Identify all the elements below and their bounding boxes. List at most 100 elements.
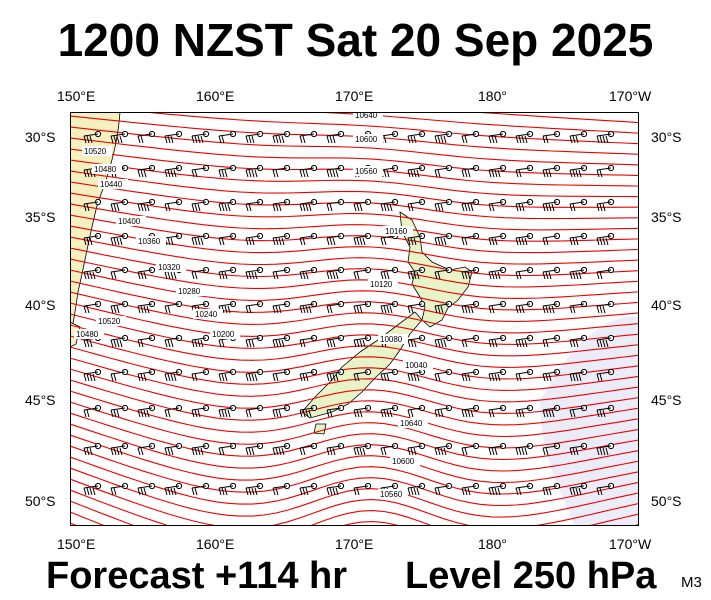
wind-barb — [164, 404, 183, 418]
wind-barb — [191, 334, 210, 348]
contour-label: 10360 — [136, 236, 166, 246]
contour-label: 10560 — [378, 489, 408, 499]
wind-barb — [380, 164, 399, 178]
wind-barb — [407, 198, 426, 212]
wind-barb — [353, 266, 372, 280]
contour-label: 10080 — [378, 334, 408, 344]
wind-barb — [272, 482, 291, 496]
wind-barb — [110, 130, 129, 144]
wind-barb — [191, 442, 210, 456]
wind-barb — [326, 442, 345, 456]
contour-label: 10480 — [92, 164, 122, 174]
contour-line — [137, 112, 639, 145]
wind-barb — [515, 482, 534, 496]
wind-barb — [461, 232, 480, 246]
wind-barb — [407, 130, 426, 144]
wind-barb — [164, 368, 183, 382]
wind-barb — [137, 130, 156, 144]
wind-barb — [110, 198, 129, 212]
wind-barb — [83, 130, 102, 144]
contour-line — [70, 368, 639, 414]
wind-barb — [245, 482, 264, 496]
lat-tick-left-45s: 45°S — [25, 392, 56, 408]
wind-barb — [137, 404, 156, 418]
contour-line — [70, 258, 639, 299]
wind-barb — [569, 266, 588, 280]
wind-barb — [542, 368, 561, 382]
wind-barb — [515, 334, 534, 348]
lon-tick-top-160e: 160°E — [196, 88, 235, 104]
wind-barb — [461, 334, 480, 348]
wind-barb — [218, 266, 237, 280]
wind-barb — [380, 368, 399, 382]
contour-line — [467, 112, 639, 124]
wind-barb — [353, 482, 372, 496]
map-canvas[interactable]: 10640 10600 10560 10520 10480 10440 10400 10360… — [70, 112, 639, 526]
lat-tick-left-40s: 40°S — [25, 297, 56, 313]
wind-barb — [137, 368, 156, 382]
wind-barb — [137, 442, 156, 456]
wind-barb — [569, 164, 588, 178]
wind-barb — [353, 334, 372, 348]
wind-barb — [407, 482, 426, 496]
wind-barb — [272, 266, 291, 280]
contour-line — [70, 445, 639, 495]
wind-barb — [488, 442, 507, 456]
wind-barb — [83, 300, 102, 314]
wind-barb — [542, 198, 561, 212]
svg-text:10520: 10520 — [84, 147, 107, 156]
wind-barb — [488, 482, 507, 496]
wind-barb — [191, 368, 210, 382]
contour-label: 10440 — [98, 179, 128, 189]
wind-barb — [299, 482, 318, 496]
lon-tick-bottom-150e: 150°E — [57, 536, 96, 552]
wind-barb — [110, 300, 129, 314]
lat-tick-left-50s: 50°S — [25, 493, 56, 509]
wind-barb — [407, 232, 426, 246]
wind-barb — [380, 404, 399, 418]
wind-barb — [515, 266, 534, 280]
wind-barb — [245, 164, 264, 178]
contour-label: 10480 — [74, 329, 104, 339]
wind-barb — [299, 404, 318, 418]
map-panel[interactable]: 10640 10600 10560 10520 10480 10440 10400 10360… — [70, 112, 639, 526]
wind-barb — [596, 130, 615, 144]
wind-barb — [218, 368, 237, 382]
wind-barb — [272, 368, 291, 382]
wind-barb — [272, 404, 291, 418]
wind-barb — [596, 442, 615, 456]
contour-label: 10520 — [96, 316, 126, 326]
wind-barb — [407, 164, 426, 178]
wind-barb — [272, 300, 291, 314]
wind-barb — [191, 266, 210, 280]
contour-label: 10520 — [82, 146, 112, 156]
svg-text:10240: 10240 — [195, 310, 218, 319]
wind-barb — [569, 130, 588, 144]
wind-barb — [83, 404, 102, 418]
svg-text:10600: 10600 — [355, 135, 378, 144]
wind-barb — [137, 198, 156, 212]
wind-barb — [380, 300, 399, 314]
wind-barb — [218, 404, 237, 418]
contour-line — [70, 489, 639, 526]
lon-tick-bottom-160e: 160°E — [196, 536, 235, 552]
svg-text:10200: 10200 — [212, 330, 235, 339]
lon-tick-bottom-170e: 170°E — [335, 536, 374, 552]
contour-line — [70, 500, 639, 526]
wind-barb — [326, 266, 345, 280]
wind-barb — [434, 368, 453, 382]
wind-barb — [515, 198, 534, 212]
wind-barb — [488, 198, 507, 212]
wind-barb — [272, 198, 291, 212]
wind-barb — [164, 334, 183, 348]
contour-line — [70, 379, 639, 426]
svg-text:10480: 10480 — [76, 330, 99, 339]
contour-label: 10600 — [353, 134, 383, 144]
svg-text:10080: 10080 — [380, 335, 403, 344]
wind-barb — [326, 300, 345, 314]
contour-line — [70, 203, 639, 242]
contour-label: 10320 — [156, 262, 186, 272]
contour-line — [70, 467, 639, 518]
wind-barb — [515, 130, 534, 144]
wind-barb — [299, 442, 318, 456]
